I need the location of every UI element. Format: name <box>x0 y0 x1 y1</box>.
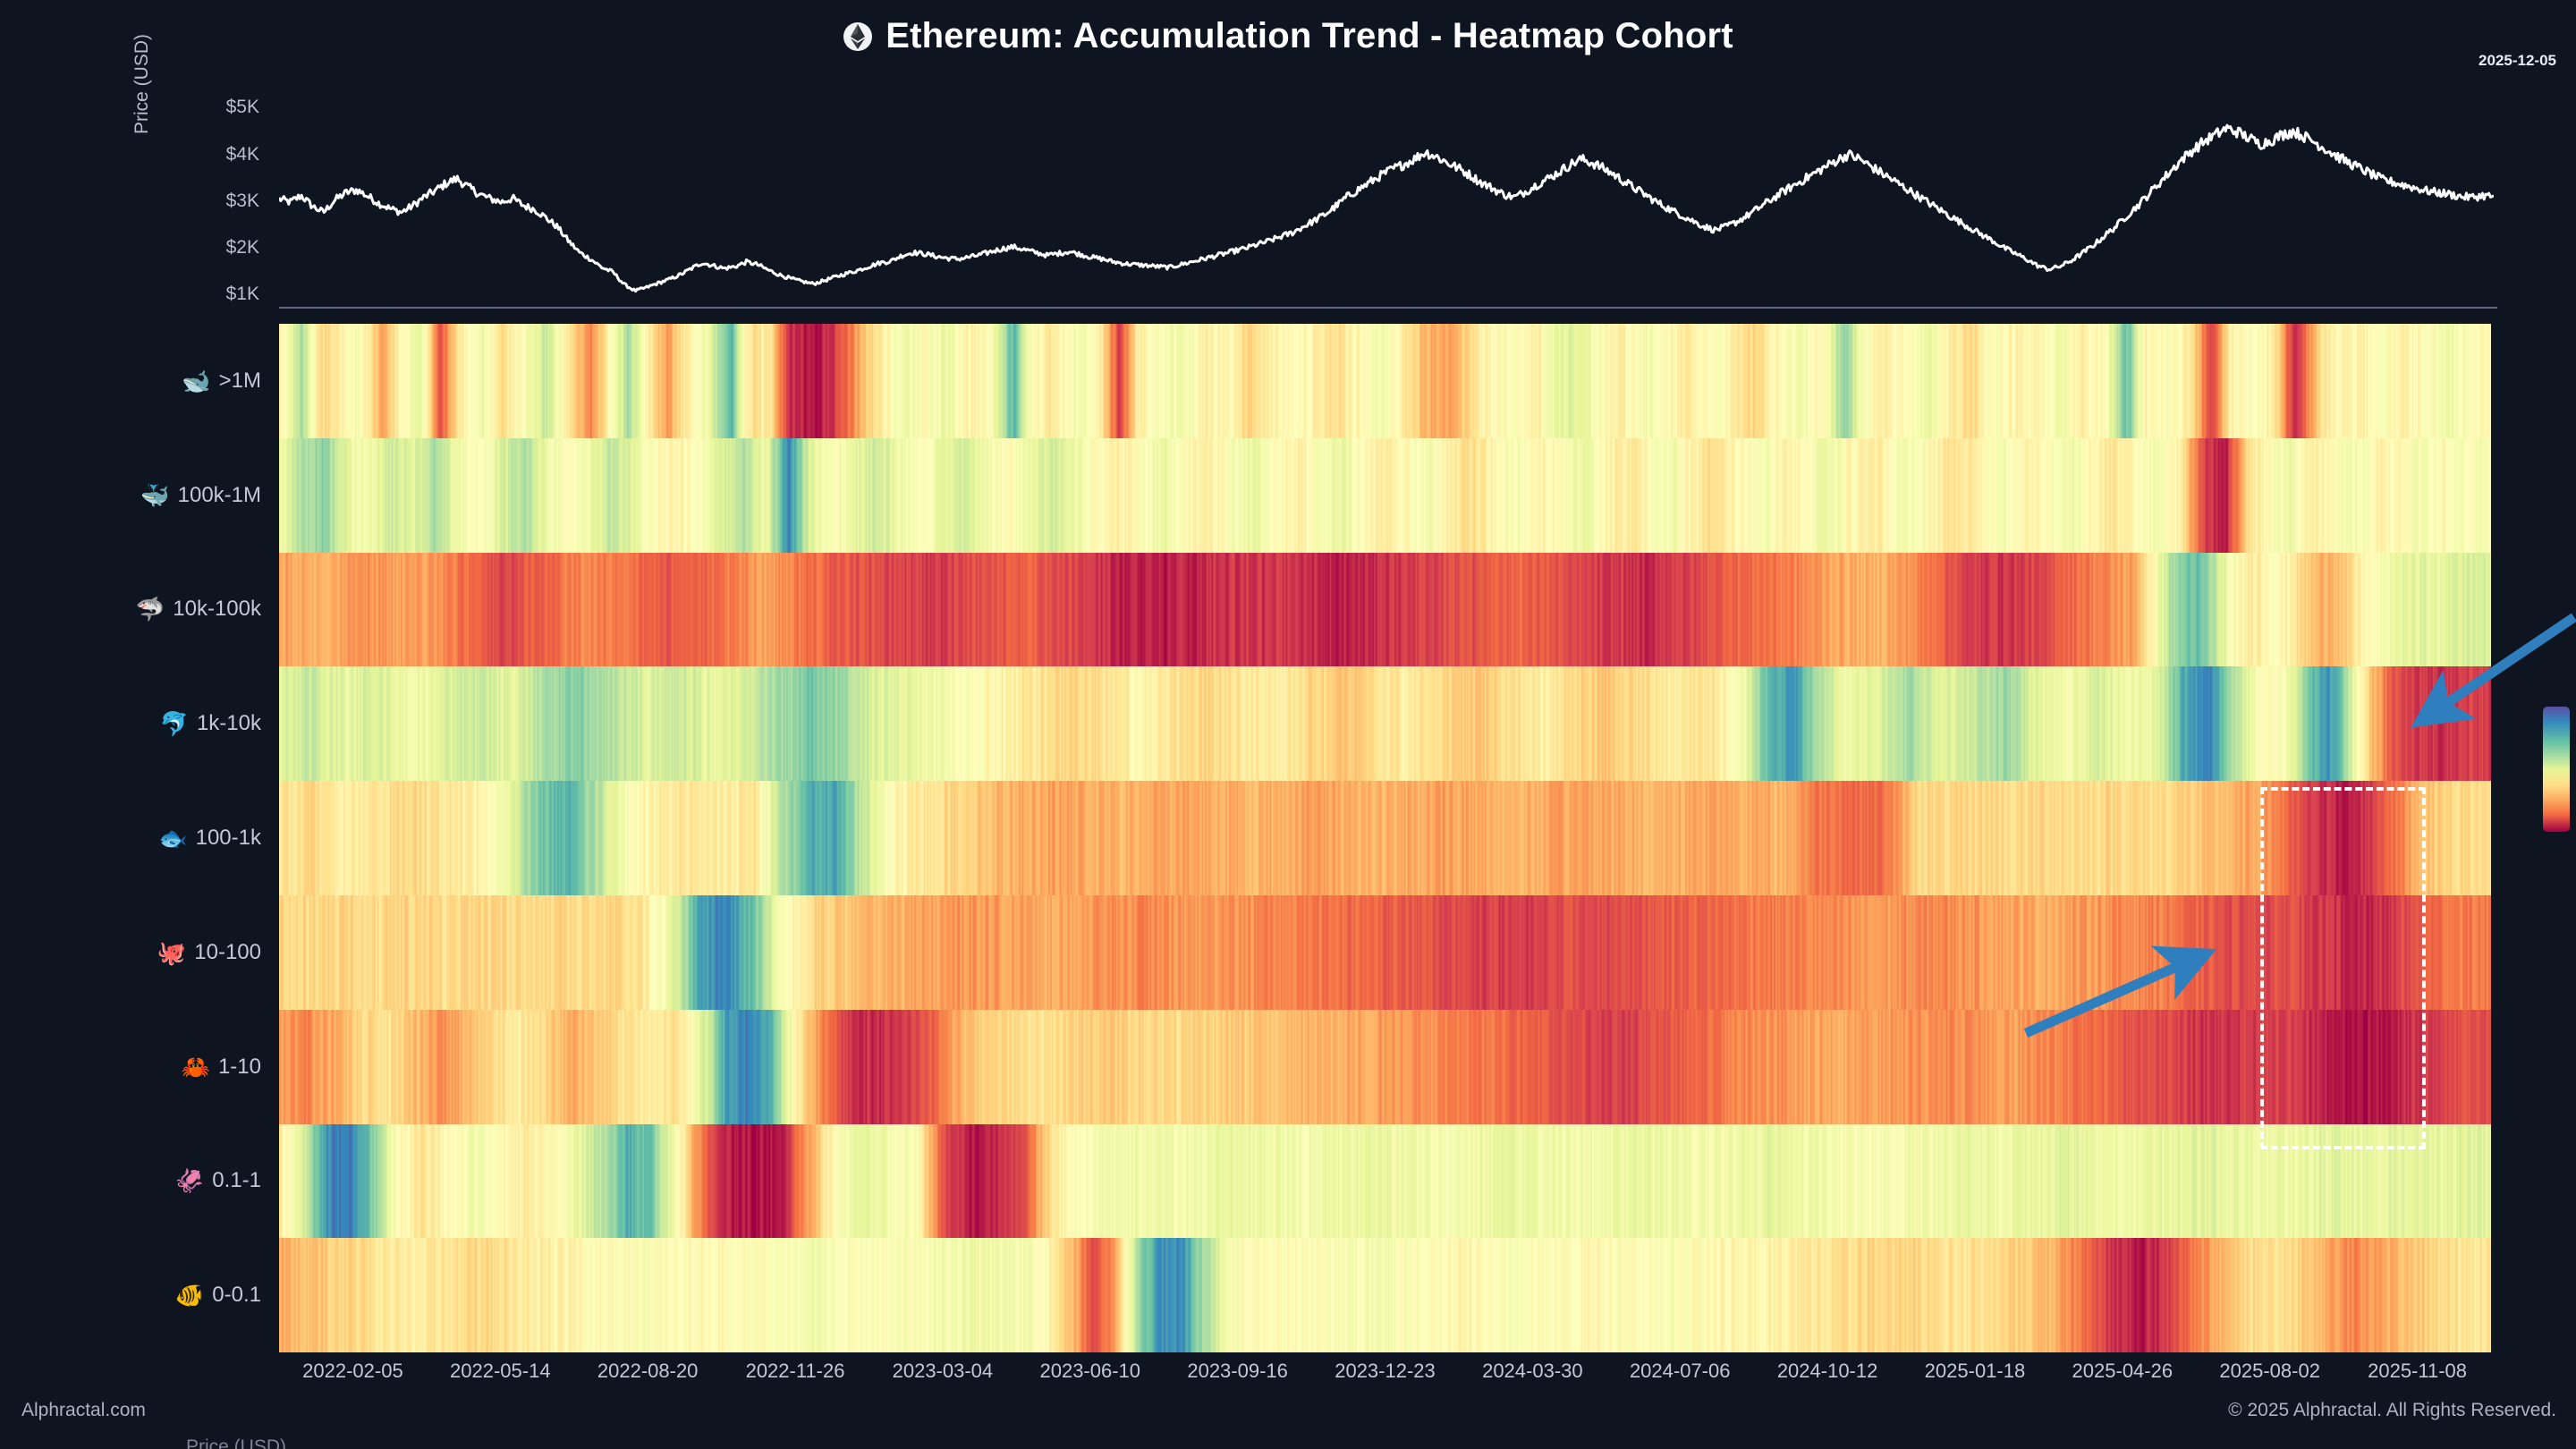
cohort-label-text: 100-1k <box>195 826 261 850</box>
cohort-row-labels: 🐋 >1M 🐳 100k-1M 🦈 10k-100k 🐬 1k-10k 🐟 100-1k 🐙 10-1… <box>0 324 274 1352</box>
x-axis-tick: 2023-12-23 <box>1335 1360 1436 1382</box>
heatmap-row <box>279 324 2491 438</box>
crab-icon: 🦀 <box>181 1053 210 1080</box>
cohort-label-0-0-1: 🐠 0-0.1 <box>175 1283 261 1308</box>
clipped-axis-label: Price (USD) <box>186 1436 287 1449</box>
price-y-axis-ticks: $5K $4K $3K $2K $1K <box>179 97 259 309</box>
heatmap-row <box>279 1238 2491 1353</box>
x-axis-tick: 2023-09-16 <box>1187 1360 1288 1382</box>
ethereum-diamond-icon <box>843 19 873 55</box>
dolphin-icon: 🐬 <box>159 710 189 738</box>
price-y-tick: $5K <box>225 97 259 118</box>
price-axis-label: Price (USD) <box>131 33 152 134</box>
brand-label: Alphractal.com <box>21 1400 146 1420</box>
cohort-label-text: 0-0.1 <box>212 1283 261 1308</box>
octopus-icon: 🐙 <box>157 938 187 966</box>
cohort-label-100-1k: 🐟 100-1k <box>158 826 261 851</box>
heatmap-row <box>279 552 2491 667</box>
price-baseline <box>279 307 2497 309</box>
cohort-label-1-10: 🦀 1-10 <box>182 1055 261 1080</box>
price-y-tick: $1K <box>225 284 259 305</box>
spouting-whale-icon: 🐳 <box>140 481 170 509</box>
heatmap-row <box>279 1009 2491 1124</box>
cohort-label-text: 1k-10k <box>196 711 261 736</box>
x-axis-tick: 2024-10-12 <box>1776 1360 1878 1382</box>
price-line-svg <box>279 123 2494 293</box>
whale-icon: 🐋 <box>182 367 211 394</box>
cohort-label-text: 10-100 <box>194 939 261 964</box>
cohort-label-text: >1M <box>218 368 261 393</box>
heatmap-row <box>279 666 2491 782</box>
cohort-label-1k-10k: 🐬 1k-10k <box>160 711 261 736</box>
price-line <box>279 123 2494 293</box>
tropical-fish-icon: 🐠 <box>174 1282 205 1309</box>
price-y-tick: $2K <box>225 237 259 258</box>
x-axis-ticks: 2022-02-05 2022-05-14 2022-08-20 2022-11-26… <box>0 1360 2576 1390</box>
x-axis-tick: 2024-07-06 <box>1629 1360 1731 1382</box>
cohort-label-text: 100k-1M <box>177 482 261 507</box>
x-axis-tick: 2022-02-05 <box>302 1360 403 1382</box>
x-axis-tick: 2025-08-02 <box>2219 1360 2320 1382</box>
cohort-label-100k-1m: 🐳 100k-1M <box>140 483 261 508</box>
copyright-label: © 2025 Alphractal. All Rights Reserved. <box>2228 1400 2556 1420</box>
cohort-label-10k-100k: 🦈 10k-100k <box>136 597 261 622</box>
x-axis-tick: 2022-08-20 <box>597 1360 699 1382</box>
accumulation-heatmap <box>279 324 2491 1353</box>
heatmap-row <box>279 781 2491 895</box>
chart-header: Ethereum: Accumulation Trend - Heatmap C… <box>0 16 2576 56</box>
date-stamp: 2025-12-05 <box>2479 52 2556 69</box>
x-axis-tick: 2025-11-08 <box>2368 1360 2468 1382</box>
cohort-label-10-100: 🐙 10-100 <box>157 940 261 965</box>
squid-icon: 🦑 <box>174 1167 205 1195</box>
cohort-label-0-1-1: 🦑 0.1-1 <box>175 1168 261 1193</box>
accumulation-score-colorbar <box>2543 707 2570 832</box>
cohort-label-text: 1-10 <box>217 1054 261 1079</box>
heatmap-row <box>279 894 2491 1010</box>
x-axis-tick: 2022-05-14 <box>450 1360 551 1382</box>
shark-icon: 🦈 <box>135 596 165 623</box>
price-line-chart <box>279 98 2494 309</box>
x-axis-tick: 2023-03-04 <box>892 1360 994 1382</box>
heatmap-row <box>279 1123 2491 1239</box>
x-axis-tick: 2025-04-26 <box>2072 1360 2174 1382</box>
fish-icon: 🐟 <box>158 825 188 852</box>
x-axis-tick: 2022-11-26 <box>745 1360 845 1382</box>
heatmap-row <box>279 437 2491 553</box>
price-y-tick: $3K <box>225 190 259 211</box>
x-axis-tick: 2025-01-18 <box>1924 1360 2026 1382</box>
cohort-label--1m: 🐋 >1M <box>182 369 261 394</box>
price-y-tick: $4K <box>225 143 259 165</box>
cohort-label-text: 10k-100k <box>173 597 261 622</box>
x-axis-tick: 2023-06-10 <box>1039 1360 1141 1382</box>
x-axis-tick: 2024-03-30 <box>1482 1360 1583 1382</box>
page-title: Ethereum: Accumulation Trend - Heatmap C… <box>886 16 1733 55</box>
cohort-label-text: 0.1-1 <box>212 1168 261 1193</box>
